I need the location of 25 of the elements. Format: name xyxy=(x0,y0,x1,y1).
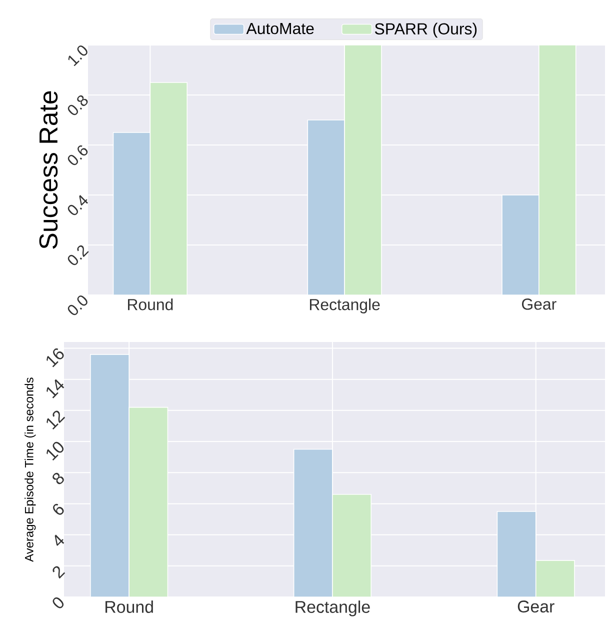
y-tick-label: 0.2 xyxy=(68,245,89,266)
y-axis-title: Average Episode Time (in seconds xyxy=(24,378,36,562)
y-tick-label: 8 xyxy=(52,472,64,484)
x-tick-label: Gear xyxy=(518,600,554,613)
x-tick-label: Round xyxy=(106,600,153,613)
y-tick-label: 2 xyxy=(52,566,66,579)
y-axis-title: Success Rate xyxy=(39,91,58,249)
y-tick-label: 0.8 xyxy=(68,95,88,116)
x-tick-label: Gear xyxy=(522,298,556,310)
y-tick-label: 0.6 xyxy=(68,145,88,166)
y-tick-label: 12 xyxy=(46,410,66,430)
legend-label: SPARR (Ours) xyxy=(374,22,477,38)
y-tick-label: 14 xyxy=(46,379,64,398)
y-tick-label: 0 xyxy=(52,597,64,608)
x-tick-label: Round xyxy=(128,298,173,310)
legend-label: AutoMate xyxy=(246,23,314,34)
y-tick-label: 4 xyxy=(54,534,64,546)
y-tick-label: 0.4 xyxy=(68,195,88,216)
y-tick-label: 10 xyxy=(46,442,64,461)
x-tick-label: Rectangle xyxy=(296,600,370,616)
x-tick-label: Rectangle xyxy=(310,298,380,314)
y-tick-label: 6 xyxy=(53,504,64,515)
y-tick-label: 0.0 xyxy=(68,296,88,316)
y-tick-label: 1.0 xyxy=(68,46,88,66)
y-tick-label: 16 xyxy=(46,348,64,368)
